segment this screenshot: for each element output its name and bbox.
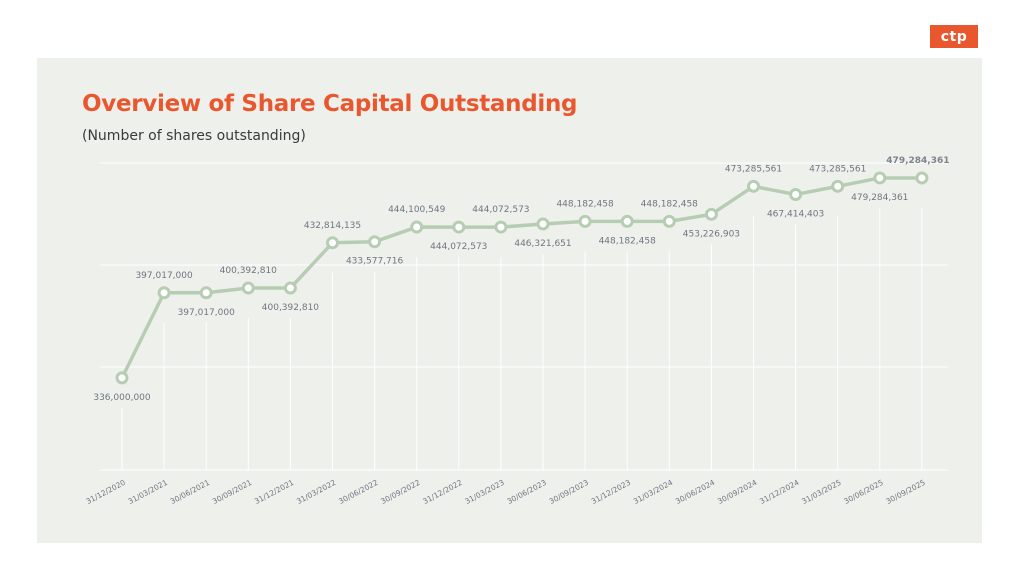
data-label-11: 448,182,458: [556, 199, 614, 209]
data-point-7: [410, 220, 424, 234]
data-label-15: 473,285,561: [725, 164, 782, 174]
data-label-16: 467,414,403: [767, 210, 824, 220]
x-tick-label-1: 31/03/2021: [127, 478, 170, 506]
data-label-7: 444,100,549: [388, 205, 446, 215]
ctp-logo: ctp: [930, 25, 978, 48]
data-point-15: [747, 179, 760, 193]
data-label-1: 397,017,000: [135, 271, 193, 281]
data-label-4: 400,392,810: [262, 303, 320, 313]
series-line: [120, 176, 922, 379]
x-tick-label-3: 30/09/2021: [211, 478, 254, 506]
data-label-0: 336,000,000: [93, 393, 151, 403]
data-point-16: [789, 188, 803, 202]
x-tick-label-2: 30/06/2021: [169, 478, 212, 506]
data-label-8: 444,072,573: [430, 242, 487, 252]
data-point-9: [494, 220, 508, 234]
data-label-10: 446,321,651: [514, 239, 571, 249]
x-tick-label-5: 31/03/2022: [295, 478, 338, 506]
data-point-2: [199, 286, 213, 300]
x-tick-label-6: 30/06/2022: [337, 478, 380, 506]
data-point-5: [326, 236, 339, 250]
data-point-6: [368, 235, 382, 249]
x-tick-label-19: 30/09/2025: [884, 478, 927, 506]
x-tick-label-16: 31/12/2024: [758, 478, 801, 506]
data-point-19: [915, 171, 929, 185]
x-tick-label-18: 30/06/2025: [842, 478, 885, 506]
data-label-19: 479,284,361: [886, 156, 949, 166]
data-label-17: 473,285,561: [809, 164, 866, 174]
x-tick-label-0: 31/12/2020: [85, 478, 128, 506]
data-point-14: [704, 207, 718, 221]
data-point-1: [157, 286, 171, 300]
chart-panel: [37, 58, 982, 543]
x-tick-label-8: 31/12/2022: [421, 478, 464, 506]
x-tick-label-9: 31/03/2023: [463, 478, 506, 506]
chart-title: Overview of Share Capital Outstanding: [82, 91, 578, 117]
data-point-11: [578, 214, 592, 228]
x-tick-label-4: 31/12/2021: [253, 478, 296, 506]
x-tick-label-14: 30/06/2024: [674, 478, 717, 506]
data-point-3: [241, 281, 255, 295]
x-tick-label-10: 30/06/2023: [506, 478, 549, 506]
data-point-10: [536, 217, 550, 231]
x-tick-label-15: 30/09/2024: [716, 478, 759, 506]
data-label-2: 397,017,000: [178, 308, 236, 318]
data-label-6: 433,577,716: [346, 257, 404, 267]
x-tick-label-7: 30/09/2022: [379, 478, 422, 506]
data-label-5: 432,814,135: [304, 221, 361, 231]
x-tick-label-12: 31/12/2023: [590, 478, 633, 506]
x-tick-label-11: 30/09/2023: [548, 478, 591, 506]
data-point-4: [283, 281, 297, 295]
data-label-12: 448,182,458: [599, 236, 657, 246]
x-tick-label-17: 31/03/2025: [800, 478, 843, 506]
data-label-9: 444,072,573: [472, 205, 529, 215]
data-label-3: 400,392,810: [220, 266, 278, 276]
data-point-18: [873, 171, 887, 185]
data-point-13: [662, 214, 676, 228]
data-label-14: 453,226,903: [683, 229, 740, 239]
data-label-13: 448,182,458: [641, 199, 699, 209]
data-point-0: [115, 371, 129, 385]
x-tick-label-13: 31/03/2024: [632, 478, 675, 506]
data-point-17: [831, 179, 845, 193]
data-point-8: [452, 220, 466, 234]
data-label-18: 479,284,361: [851, 193, 908, 203]
chart-subtitle: (Number of shares outstanding): [82, 128, 306, 144]
data-point-12: [620, 214, 634, 228]
